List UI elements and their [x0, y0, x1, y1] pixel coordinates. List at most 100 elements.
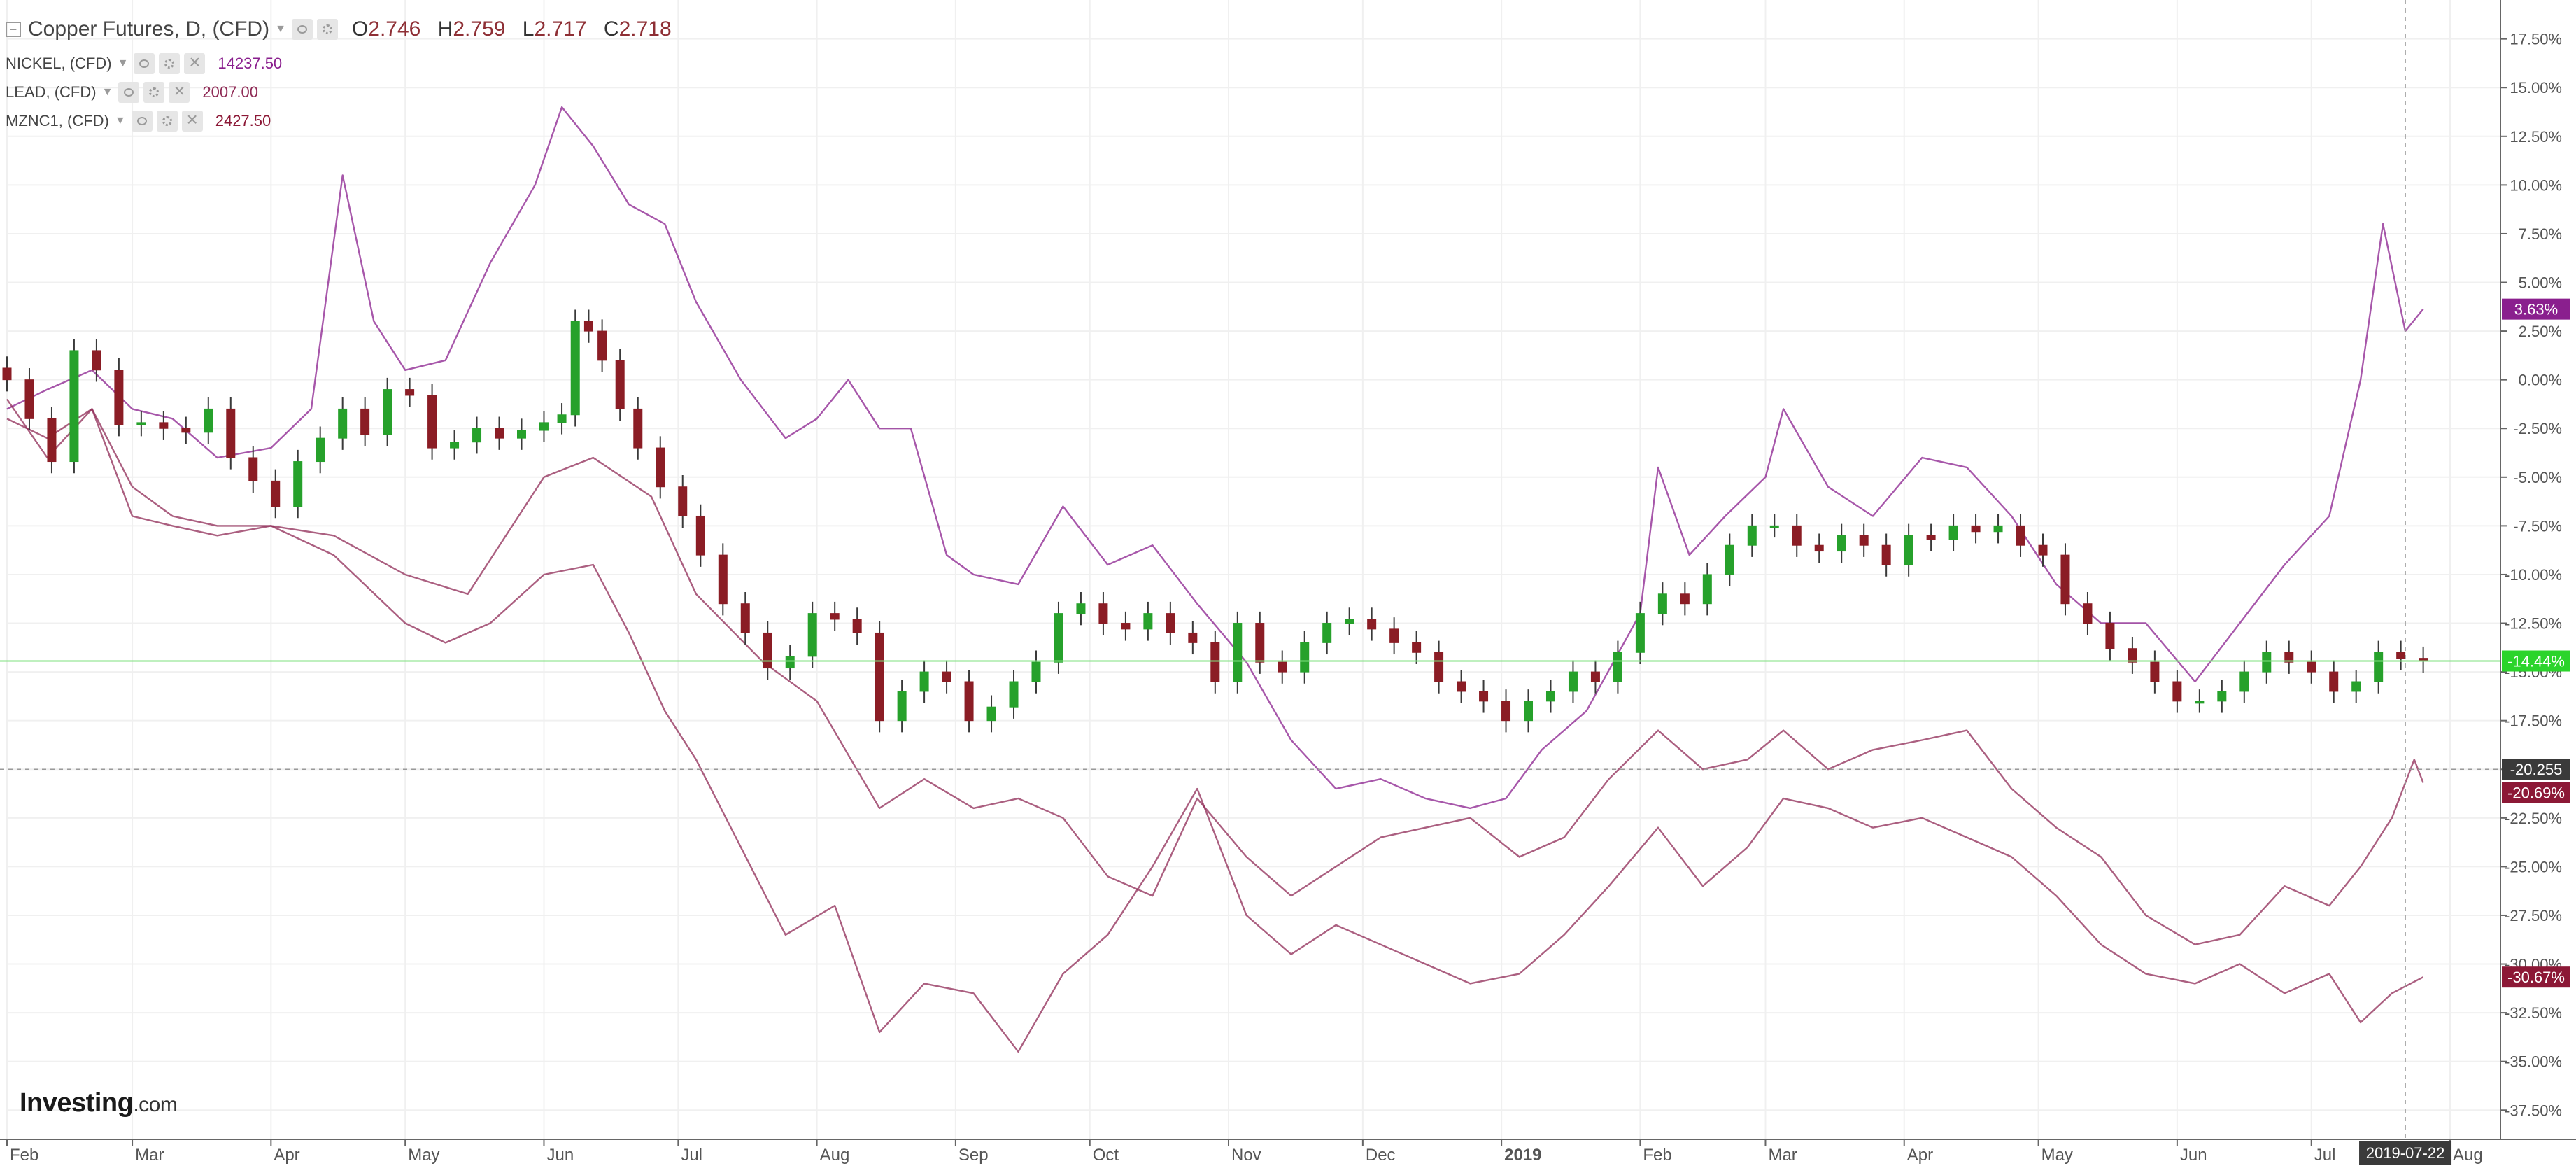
candle-body — [1657, 593, 1667, 614]
candle-body — [1479, 691, 1489, 702]
candle-body — [2374, 652, 2384, 682]
candle-body — [248, 457, 258, 481]
candle-body — [24, 379, 34, 419]
candle-body — [807, 613, 817, 657]
candle-body — [1747, 525, 1757, 546]
y-tick-label: -10.00% — [2505, 566, 2562, 584]
candle-body — [1501, 701, 1511, 722]
nickel-last-label-bg — [2502, 298, 2570, 320]
x-tick-label: Sep — [958, 1146, 989, 1165]
legend-nickel-name[interactable]: NICKEL, (CFD) — [6, 54, 112, 72]
y-tick-label: -22.50% — [2505, 810, 2562, 827]
legend-row-lead[interactable]: LEAD, (CFD) ▼ 2007.00 — [6, 78, 683, 106]
x-tick-label: Aug — [820, 1146, 850, 1165]
candle-body — [2262, 652, 2272, 673]
eye-icon[interactable] — [134, 52, 155, 74]
candle-body — [2060, 554, 2070, 605]
candle-body — [2217, 691, 2227, 702]
candle-body — [2307, 661, 2316, 673]
candle-body — [615, 360, 625, 409]
chevron-down-icon[interactable]: ▼ — [275, 23, 286, 35]
y-tick-label: 0.00% — [2519, 372, 2562, 389]
candle-body — [557, 414, 567, 423]
candle-body — [1278, 661, 1287, 673]
eye-icon[interactable] — [118, 81, 140, 103]
chevron-down-icon[interactable]: ▼ — [117, 57, 129, 69]
candle-body — [897, 691, 907, 722]
lead-last-label: -20.69% — [2507, 784, 2565, 801]
main-symbol-title[interactable]: Copper Futures, D, (CFD) — [28, 17, 270, 41]
y-tick-label: 2.50% — [2519, 323, 2562, 340]
candle-body — [1434, 652, 1444, 682]
overlay-lines — [0, 0, 2500, 1139]
chevron-down-icon[interactable]: ▼ — [114, 114, 126, 127]
candle-body — [539, 422, 549, 431]
legend-main-row[interactable]: − Copper Futures, D, (CFD) ▼ O2.746 H2.7… — [6, 10, 683, 49]
x-tick-label: Dec — [1366, 1146, 1396, 1165]
candle-body — [47, 418, 57, 463]
x-tick-label: Apr — [274, 1146, 299, 1165]
candle-body — [1545, 691, 1555, 702]
gear-icon[interactable] — [316, 19, 338, 40]
legend-mznc1-name[interactable]: MZNC1, (CFD) — [6, 111, 109, 129]
candle-body — [516, 430, 526, 439]
candle-body — [1210, 642, 1220, 682]
y-tick-label: 7.50% — [2519, 225, 2562, 243]
y-tick-label: -35.00% — [2505, 1053, 2562, 1071]
ohlc-close-key: C — [603, 17, 619, 41]
legend-lead-name[interactable]: LEAD, (CFD) — [6, 83, 97, 101]
x-tick-label: Apr — [1907, 1146, 1933, 1165]
eye-icon[interactable] — [291, 19, 313, 40]
collapse-legend-icon[interactable]: − — [6, 22, 21, 37]
logo-suffix-text: .com — [133, 1093, 178, 1116]
candle-body — [2083, 603, 2093, 624]
candle-body — [1881, 544, 1891, 565]
nickel-last-label: 3.63% — [2514, 301, 2558, 318]
y-tick-label: 12.50% — [2510, 128, 2562, 146]
gear-icon[interactable] — [143, 81, 165, 103]
x-tick-label: Jul — [681, 1146, 702, 1165]
y-tick-label: -27.50% — [2505, 907, 2562, 924]
candle-body — [226, 408, 236, 458]
chevron-down-icon[interactable]: ▼ — [101, 85, 113, 98]
legend-row-mznc1[interactable]: MZNC1, (CFD) ▼ 2427.50 — [6, 106, 683, 135]
candle-body — [830, 613, 840, 620]
gear-icon[interactable] — [156, 110, 178, 132]
y-tick-label: -5.00% — [2513, 469, 2562, 486]
y-tick-label: -25.00% — [2505, 858, 2562, 875]
x-tick-label: Mar — [1768, 1146, 1797, 1165]
candle-body — [852, 619, 862, 633]
legend-lead-value: 2007.00 — [202, 83, 258, 101]
candle-body — [1345, 619, 1354, 624]
candle-body — [942, 671, 951, 682]
legend-row-nickel[interactable]: NICKEL, (CFD) ▼ 14237.50 — [6, 49, 683, 78]
candle-body — [597, 330, 607, 361]
close-icon[interactable] — [184, 52, 206, 74]
close-icon[interactable] — [169, 80, 190, 103]
candle-body — [695, 515, 705, 556]
gear-icon[interactable] — [159, 52, 181, 74]
close-icon[interactable] — [181, 109, 203, 132]
candle-body — [92, 350, 101, 371]
candle-body — [1993, 525, 2003, 533]
candle-body — [2396, 652, 2406, 659]
candle-body — [159, 422, 169, 429]
eye-icon[interactable] — [131, 110, 153, 132]
candle-body — [1031, 661, 1041, 682]
chart-legend: − Copper Futures, D, (CFD) ▼ O2.746 H2.7… — [6, 10, 683, 135]
x-tick-label: Oct — [1093, 1146, 1119, 1165]
current-date-label: 2019-07-22 — [2366, 1144, 2445, 1162]
candle-body — [1076, 603, 1086, 614]
series-line-mznc1 — [6, 398, 2424, 1053]
candle-body — [338, 408, 348, 439]
candle-body — [2195, 701, 2205, 704]
candle-body — [964, 681, 974, 722]
candle-body — [986, 706, 996, 722]
current-date-label-bg — [2359, 1141, 2452, 1165]
y-tick-label: -12.50% — [2505, 615, 2562, 633]
candle-body — [875, 632, 884, 722]
ohlc-low-value: 2.717 — [534, 17, 587, 41]
candle-body — [405, 389, 415, 396]
